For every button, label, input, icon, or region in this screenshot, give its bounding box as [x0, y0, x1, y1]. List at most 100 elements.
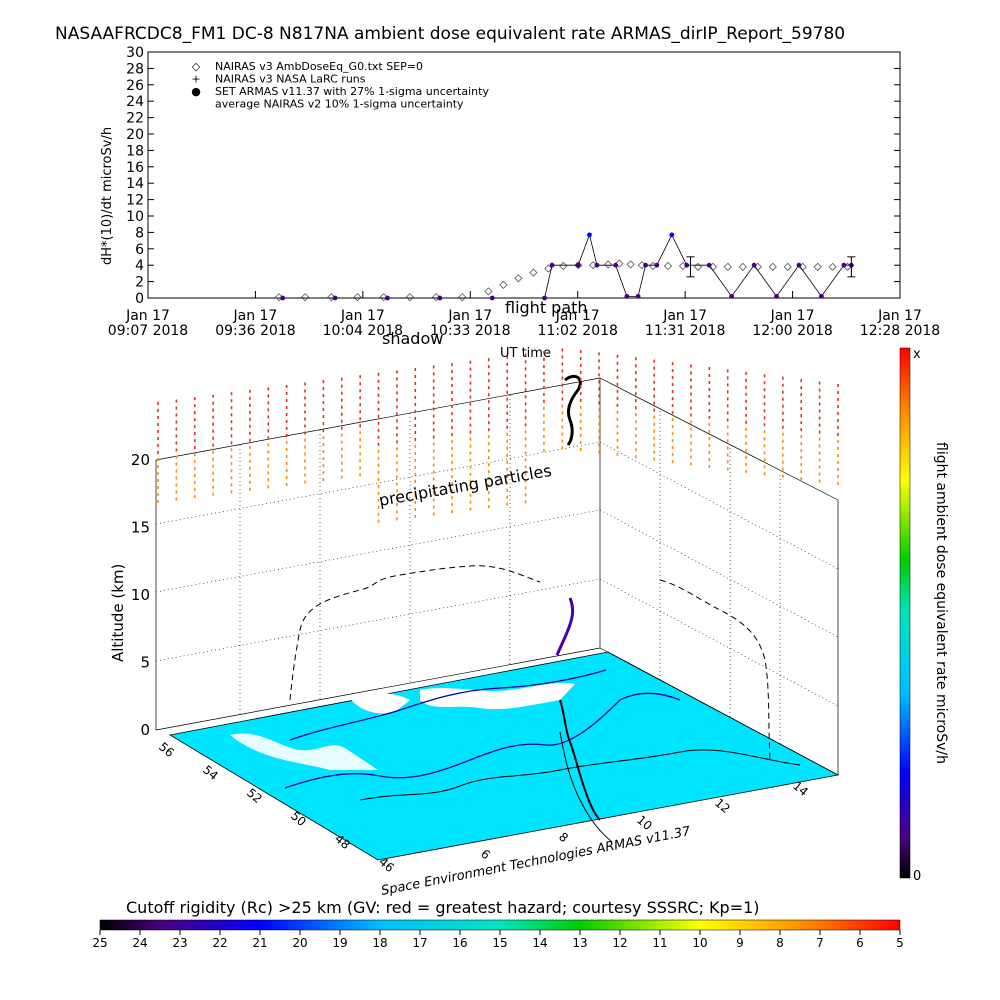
armas-point	[594, 262, 600, 268]
cbar-tick-label: 22	[212, 936, 227, 950]
bottom-colorbar: Cutoff rigidity (Rc) >25 km (GV: red = g…	[92, 898, 903, 950]
top-y-axis-label: dH*(10)/dt microSv/h	[100, 127, 115, 265]
x-tick-label: Jan 17	[340, 308, 385, 324]
legend-symbol: +	[191, 73, 200, 86]
box-edge	[599, 377, 839, 501]
y-tick-label: 12	[126, 193, 144, 209]
nairas-point	[529, 268, 538, 277]
armas-point	[654, 262, 660, 268]
z-tick-label: 5	[140, 654, 150, 672]
nairas-point	[693, 262, 703, 271]
map-sea-patch	[350, 692, 410, 714]
nairas-point	[626, 260, 635, 269]
nairas-point	[663, 261, 673, 271]
cbar-tick-label: 11	[652, 936, 667, 950]
right-colorbar-bottom: 0	[913, 869, 921, 884]
precipitating-particles-label: precipitating particles	[377, 461, 553, 510]
flight-path	[555, 597, 575, 656]
flight-path-label-top: flight path	[505, 298, 588, 317]
cbar-tick-label: 6	[856, 936, 864, 950]
flight-path-shadow	[559, 699, 601, 821]
y-tick-label: 0	[135, 291, 144, 307]
nairas-point	[405, 293, 414, 302]
cbar-tick-label: 9	[736, 936, 744, 950]
box-lines	[155, 377, 839, 776]
cbar-tick-label: 15	[492, 936, 507, 950]
armas-point	[613, 262, 619, 268]
cbar-tick-label: 5	[896, 936, 904, 950]
grid-dotted	[155, 395, 839, 744]
y-tick-label: 24	[126, 94, 144, 110]
grid-line	[155, 578, 601, 662]
cbar-tick-label: 18	[372, 936, 387, 950]
armas-point	[643, 262, 648, 268]
y-tick-label: 22	[126, 111, 144, 127]
lat-tick-label: 54	[200, 763, 221, 784]
armas-point	[796, 262, 802, 268]
armas-point	[385, 295, 390, 301]
y-tick-label: 26	[126, 78, 144, 94]
grid-line	[155, 509, 601, 593]
cbar-tick-label: 23	[172, 936, 187, 950]
cbar-tick-label: 17	[412, 936, 427, 950]
nairas-point	[559, 261, 568, 271]
map-sea-patch	[420, 682, 575, 710]
cbar-tick-label: 19	[332, 936, 347, 950]
map-sea-patch	[230, 733, 378, 770]
page-title: NASAAFRCDC8_FM1 DC-8 N817NA ambient dose…	[55, 24, 845, 44]
cbar-tick-label: 20	[292, 936, 307, 950]
cbar-tick-label: 25	[92, 936, 107, 950]
y-tick-label: 2	[135, 275, 144, 291]
lon-tick-label: 6	[478, 847, 493, 863]
cbar-tick-label: 13	[572, 936, 587, 950]
armas-point	[635, 293, 641, 299]
armas-point	[819, 293, 824, 299]
armas-point	[774, 293, 779, 299]
top-legend: ◇ NAIRAS v3 AmbDoseEq_G0.txt SEP=0 + NAIRAS…	[191, 60, 489, 111]
box-edge	[155, 377, 601, 461]
armas-point	[751, 262, 757, 268]
nairas-point	[828, 262, 837, 271]
z-tick-label: 20	[131, 451, 150, 469]
x-tick-label: 11:31 2018	[645, 323, 725, 339]
lon-tick-label: 8	[556, 830, 571, 846]
lat-tick-label: 56	[156, 740, 177, 761]
x-tick-label: 10:33 2018	[430, 323, 510, 339]
nairas-point	[813, 262, 822, 271]
legend-entry: SET ARMAS v11.37 with 27% 1-sigma uncert…	[215, 85, 489, 98]
coastline	[289, 669, 607, 741]
nairas-point	[637, 261, 646, 270]
armas-point	[706, 262, 712, 268]
armas-point	[729, 293, 735, 299]
grid-line	[599, 509, 839, 638]
y-tick-label: 8	[135, 225, 144, 241]
armas-point	[841, 262, 847, 268]
x-tick-label: Jan 17	[232, 308, 277, 324]
grid-line	[599, 578, 839, 707]
nairas-point	[301, 293, 310, 302]
lon-tick-label: 10	[634, 813, 655, 834]
nairas-point	[723, 262, 733, 271]
coastline	[284, 692, 681, 789]
x-tick-label: Jan 17	[877, 308, 922, 324]
armas-point	[684, 262, 690, 268]
z-ticks: 0 5 10 15 20	[131, 451, 150, 739]
cbar-tick-label: 14	[532, 936, 547, 950]
z-tick-label: 0	[140, 721, 150, 739]
bottom-colorbar-ticks: 25 24 23 22 21 20 19 18 17 16 15 14 13 12 11 10 9 8 7 6 5	[92, 930, 904, 950]
cbar-tick-label: 21	[252, 936, 267, 950]
cbar-tick-label: 10	[692, 936, 707, 950]
legend-entry: NAIRAS v3 NASA LaRC runs	[215, 73, 366, 86]
box-edge	[599, 647, 839, 776]
three-d-chart: precipitating particles 0 5 10 15 20 Altitud…	[109, 348, 840, 899]
legend-symbol: ●	[191, 85, 201, 98]
x-tick-label: Jan 17	[662, 308, 707, 324]
y-tick-label: 18	[126, 143, 144, 159]
particle-columns	[157, 348, 839, 523]
x-tick-label: 11:02 2018	[537, 323, 617, 339]
top-series	[274, 232, 856, 302]
